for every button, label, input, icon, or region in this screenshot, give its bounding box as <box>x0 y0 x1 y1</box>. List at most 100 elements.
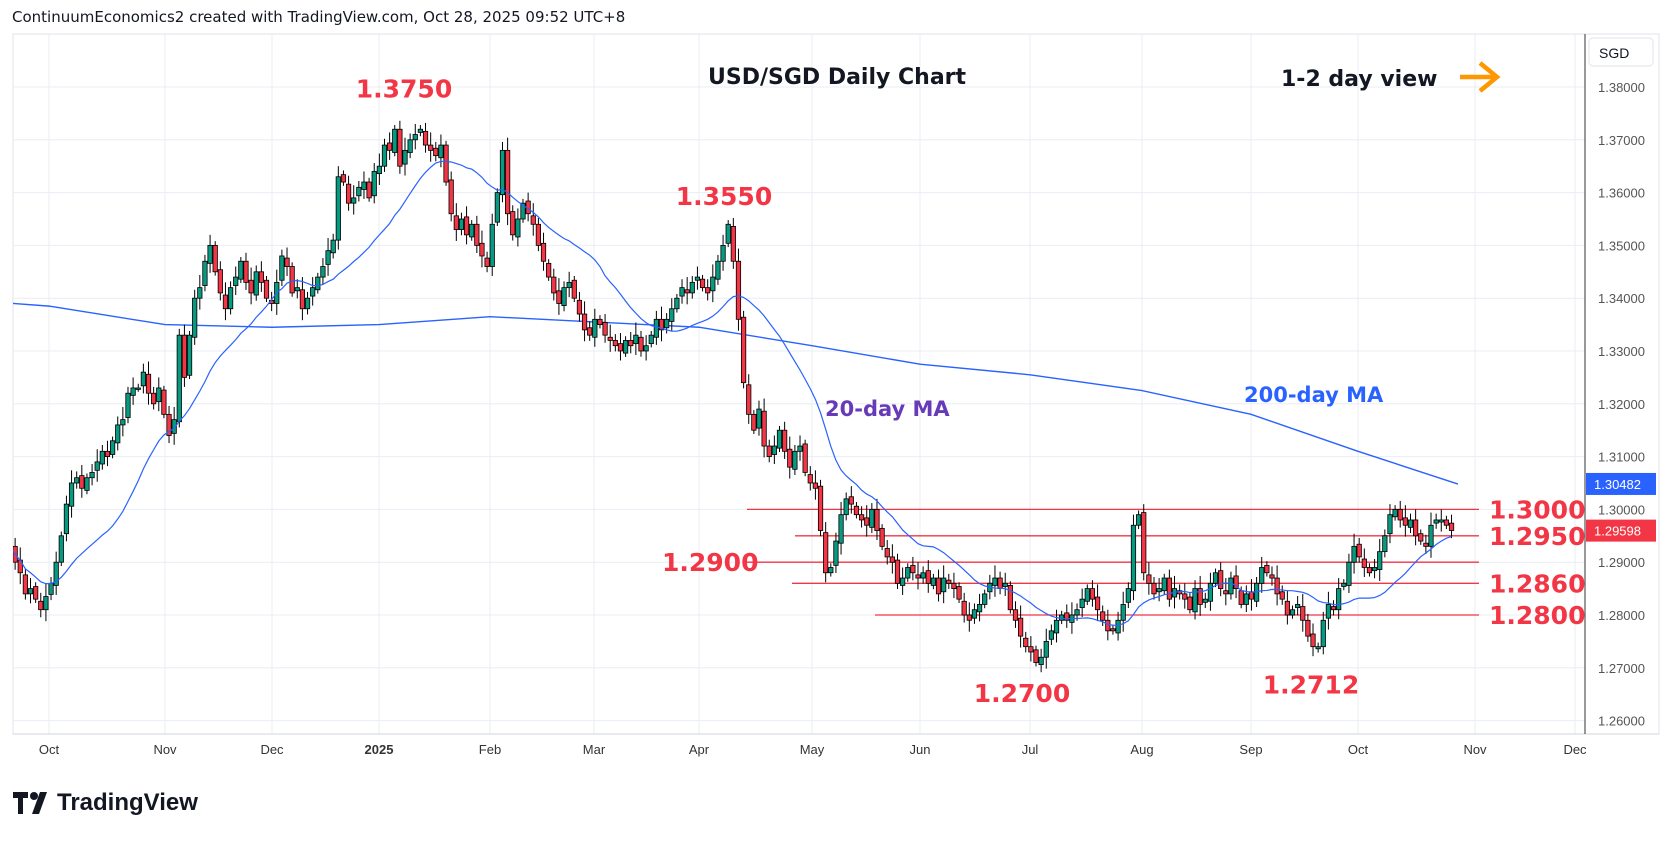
candle-body <box>417 128 424 133</box>
tradingview-logo[interactable]: TradingView <box>13 789 198 817</box>
candle-body <box>1387 514 1393 535</box>
candle-body <box>925 570 931 584</box>
candle <box>1279 585 1285 605</box>
candle-body <box>1130 524 1137 592</box>
candle <box>212 241 218 276</box>
candle-body <box>289 266 295 294</box>
candle <box>776 425 783 452</box>
candle-body <box>658 318 665 331</box>
candle-body <box>833 540 839 566</box>
candle-body <box>304 297 311 310</box>
candle-body <box>115 424 121 444</box>
candle-body <box>617 343 624 352</box>
candle <box>1295 595 1301 616</box>
candle-body <box>1207 582 1214 602</box>
candle-body <box>556 290 562 304</box>
candle-body <box>453 215 459 230</box>
candle <box>530 203 536 236</box>
candle-body <box>679 287 685 297</box>
candle <box>1284 590 1290 625</box>
candle <box>982 589 988 609</box>
price-annotation: 1.2712 <box>1263 670 1359 699</box>
candle <box>166 405 172 444</box>
candle <box>463 206 470 245</box>
candle-body <box>1146 574 1152 584</box>
candle <box>633 322 639 356</box>
candle-body <box>448 179 454 215</box>
candle <box>53 551 59 595</box>
candle <box>592 308 598 347</box>
level-label: 1.2900 <box>662 548 758 577</box>
candle <box>130 377 136 405</box>
candle-body <box>325 250 331 265</box>
candle <box>294 279 300 299</box>
candle-body <box>484 257 490 267</box>
candle-body <box>361 181 367 190</box>
candle <box>94 449 100 482</box>
candle-body <box>761 410 767 447</box>
candle-body <box>930 577 937 586</box>
candle-body <box>1264 564 1270 574</box>
price-tag-label: 1.29598 <box>1594 524 1641 539</box>
candle <box>546 259 552 281</box>
candle <box>366 177 372 202</box>
candle <box>1007 581 1013 614</box>
candle <box>1336 578 1342 620</box>
candle-body <box>238 260 244 280</box>
candle-body <box>1043 641 1049 658</box>
candle <box>715 254 721 285</box>
candle <box>817 479 824 537</box>
candle <box>561 281 567 312</box>
candle-body <box>633 334 639 345</box>
candle <box>115 416 121 451</box>
candle-body <box>915 574 921 579</box>
candle <box>1330 600 1337 616</box>
candle-body <box>263 279 270 299</box>
candle-body <box>227 287 234 310</box>
candle-body <box>22 574 28 595</box>
x-tick-label: Apr <box>689 742 710 757</box>
candle-body <box>402 149 408 165</box>
candle <box>900 567 906 595</box>
candle <box>27 578 34 604</box>
candle-body <box>1033 649 1039 663</box>
candle <box>1233 565 1239 599</box>
logo-text: TradingView <box>57 789 198 816</box>
candle <box>1182 583 1188 609</box>
candle <box>1161 573 1167 595</box>
candle <box>961 592 967 623</box>
candle <box>1100 605 1106 626</box>
candle-body <box>653 318 659 338</box>
candle-body <box>1202 598 1208 603</box>
candle <box>1289 605 1296 619</box>
candle-body <box>956 586 962 600</box>
candle <box>746 374 752 424</box>
candle-body <box>248 279 254 294</box>
candle <box>325 238 331 276</box>
candle-body <box>38 600 44 611</box>
candle <box>1120 591 1126 632</box>
candle <box>1141 504 1147 581</box>
candle <box>848 486 854 514</box>
ma20-label: 20-day MA <box>825 397 950 421</box>
candle <box>1228 571 1234 600</box>
candle <box>1397 500 1403 528</box>
candle <box>1105 609 1111 641</box>
candle-body <box>299 289 306 310</box>
candle-body <box>79 475 85 489</box>
candle <box>966 602 972 632</box>
y-tick-label: 1.36000 <box>1598 186 1645 201</box>
candle <box>1392 505 1398 521</box>
candle-body <box>1336 588 1342 611</box>
candle <box>930 573 937 590</box>
candle-body <box>1351 545 1357 563</box>
candle-body <box>740 316 747 384</box>
candle <box>946 573 952 590</box>
candle-body <box>8 538 12 546</box>
candle-body <box>782 429 788 452</box>
candle-body <box>151 392 157 405</box>
candle-body <box>120 419 126 426</box>
candle <box>684 277 690 305</box>
candle <box>489 213 495 277</box>
